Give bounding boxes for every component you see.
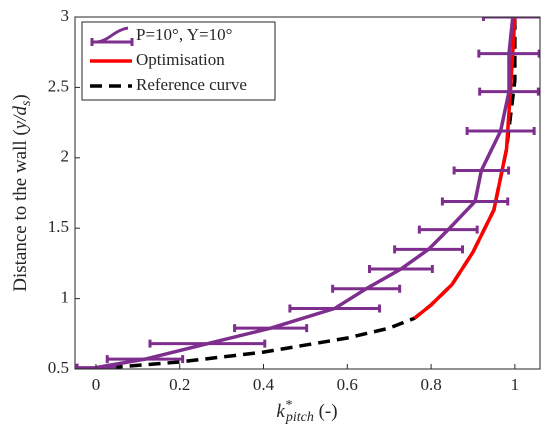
error-bar <box>465 127 536 136</box>
error-bar <box>477 49 540 58</box>
y-tick-label: 2.5 <box>48 76 69 95</box>
y-axis-label: Distance to the wall (y/ds) <box>10 94 34 292</box>
error-bar <box>393 245 464 254</box>
axes-frame <box>74 16 541 370</box>
x-label-part: k <box>276 401 285 422</box>
legend-swatch <box>90 26 134 46</box>
error-bar <box>440 197 510 206</box>
legend-label: Optimisation <box>136 50 225 69</box>
y-label-part: Distance to the wall ( <box>10 129 31 292</box>
legend-label: P=10°, Y=10° <box>136 25 232 44</box>
y-tick-label: 3 <box>61 6 70 25</box>
y-tick-label: 1 <box>61 288 70 307</box>
error-bar <box>478 87 540 96</box>
plot-area <box>75 17 540 369</box>
y-label-part: ) <box>10 94 31 100</box>
error-bar <box>288 304 382 313</box>
x-label-part: pitch <box>285 410 314 425</box>
x-axis-label: k* pitch (-) <box>276 398 337 425</box>
legend: P=10°, Y=10° Optimisation Reference curve <box>81 21 276 101</box>
error-bar <box>331 284 402 293</box>
x-tick-label: 0.8 <box>420 375 441 394</box>
series-line <box>413 17 517 320</box>
error-bar <box>233 324 309 333</box>
y-tick-label: 1.5 <box>48 217 69 236</box>
x-label-part: (-) <box>314 401 338 422</box>
error-bar <box>105 355 185 364</box>
x-label-part: * <box>285 398 292 413</box>
legend-label: Reference curve <box>136 75 247 94</box>
y-label-part: s <box>19 100 34 106</box>
x-tick-label: 0.4 <box>253 375 275 394</box>
x-tick-label: 0.6 <box>337 375 358 394</box>
error-bar <box>452 166 511 175</box>
x-tick-label: 0.2 <box>169 375 190 394</box>
x-tick-label: 0 <box>92 375 101 394</box>
error-bar <box>417 225 479 234</box>
y-label-part: y/d <box>10 106 31 132</box>
y-tick-label: 2 <box>61 147 70 166</box>
y-tick-label: 0.5 <box>48 358 69 377</box>
error-bar <box>368 265 434 274</box>
error-bar <box>148 339 267 348</box>
x-tick-label: 1 <box>511 375 520 394</box>
error-bar <box>481 17 540 21</box>
